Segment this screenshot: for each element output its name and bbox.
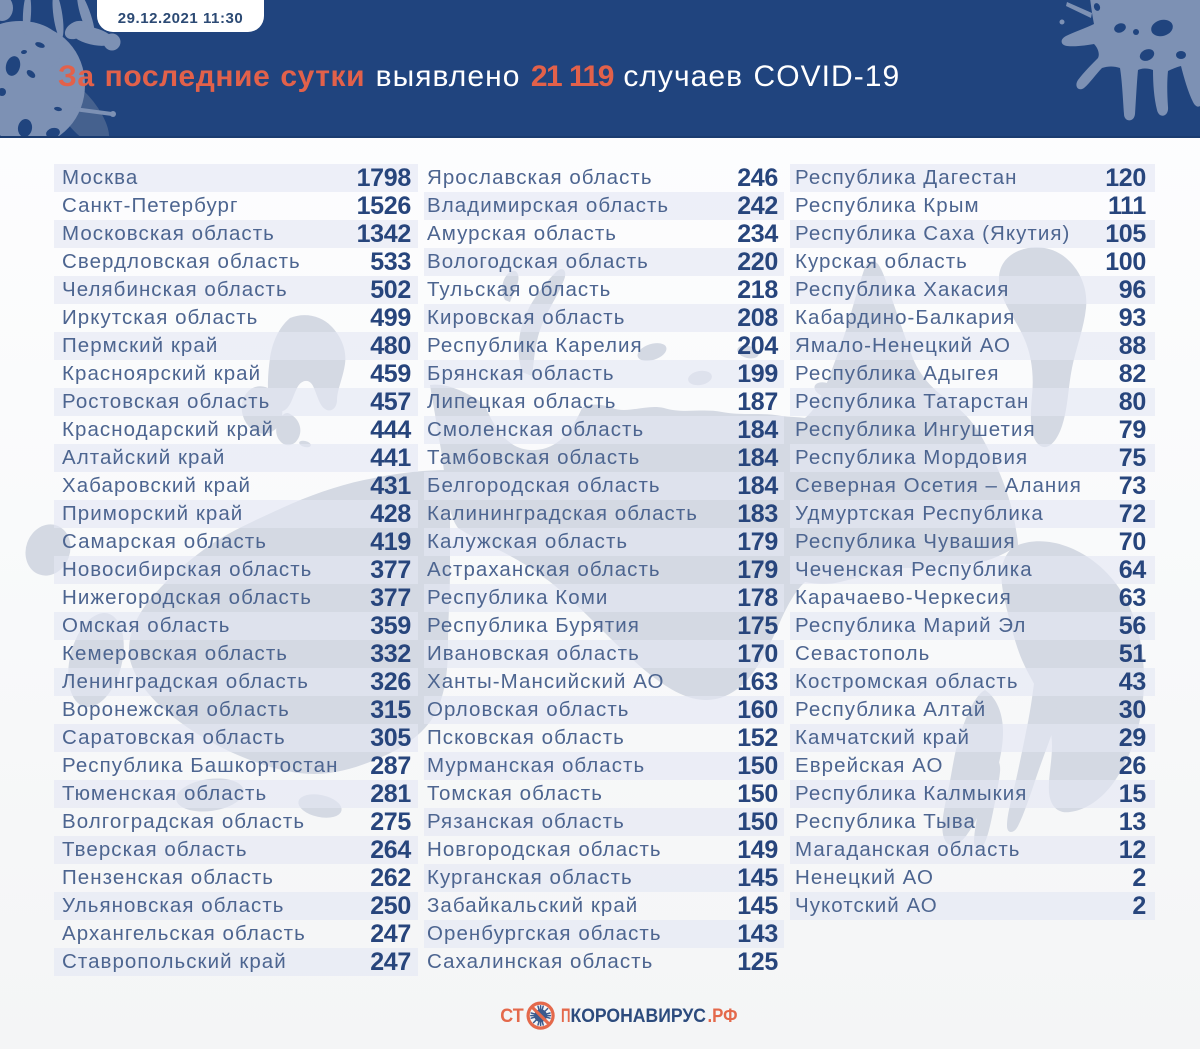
svg-text:СТ: СТ xyxy=(500,1005,524,1027)
svg-text:.РФ: .РФ xyxy=(708,1005,738,1027)
svg-text:КОРОНАВИРУС: КОРОНАВИРУС xyxy=(571,1005,707,1027)
svg-text:П: П xyxy=(561,1005,571,1027)
